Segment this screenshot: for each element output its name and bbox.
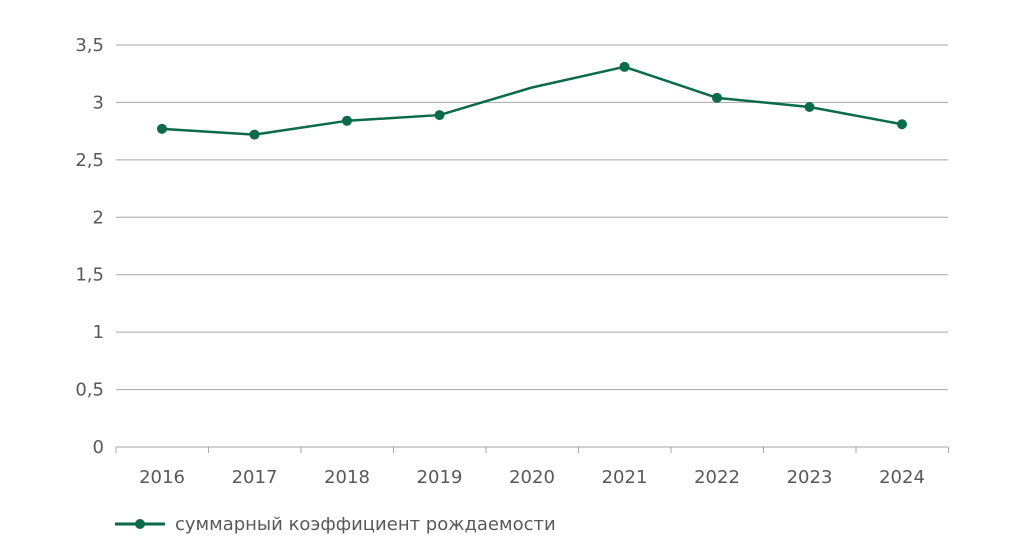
data-point-2018 <box>342 115 352 126</box>
y-tick-label: 2 <box>93 207 104 228</box>
y-tick-label: 0,5 <box>75 380 104 401</box>
x-tick-label: 2019 <box>417 467 463 488</box>
gridlines <box>116 44 948 448</box>
x-tick-label: 2022 <box>694 467 740 488</box>
data-point-2023 <box>804 102 815 113</box>
x-axis-ticks: 2016 2017 2018 2019 2020 2021 2022 2023 2024 <box>115 447 949 488</box>
legend: суммарный коэффициент рождаемости <box>115 514 556 535</box>
y-tick-label: 1 <box>93 322 104 343</box>
data-point-2024 <box>897 119 907 130</box>
series-line <box>161 65 903 136</box>
x-tick-label: 2024 <box>879 467 925 488</box>
y-tick-label: 2,5 <box>75 150 104 171</box>
series-layer <box>157 61 907 140</box>
x-tick-label: 2023 <box>787 467 833 488</box>
y-tick-label: 1,5 <box>75 265 104 286</box>
y-tick-label: 3 <box>93 92 104 113</box>
legend-label: суммарный коэффициент рождаемости <box>175 514 556 535</box>
x-tick-label: 2017 <box>232 467 278 488</box>
x-tick-label: 2016 <box>139 467 185 488</box>
x-tick-label: 2018 <box>324 467 370 488</box>
data-point-2021 <box>619 61 630 72</box>
legend-marker-swatch <box>135 519 145 529</box>
x-tick-label: 2020 <box>509 467 555 488</box>
data-point-2019 <box>434 110 445 121</box>
data-point-2017 <box>249 129 260 140</box>
y-tick-label: 0 <box>93 437 104 458</box>
y-axis-tick-labels: 0 0,5 1 1,5 2 2,5 3 3,5 <box>75 35 104 458</box>
y-tick-label: 3,5 <box>75 35 104 56</box>
data-point-2022 <box>712 92 722 103</box>
x-tick-label: 2021 <box>602 467 648 488</box>
data-point-2016 <box>157 123 167 134</box>
